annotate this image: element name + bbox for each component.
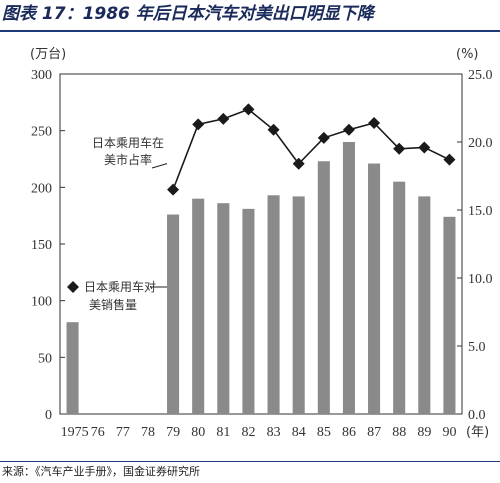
- x-tick-label: 1975: [61, 425, 89, 440]
- share-marker: [242, 103, 255, 116]
- x-tick-label: 85: [317, 425, 331, 440]
- bar: [167, 214, 180, 414]
- chart-source: 来源：《汽车产业手册》，国金证券研究所: [2, 465, 200, 478]
- x-tick-label: 83: [267, 425, 281, 440]
- left-tick-label: 300: [31, 68, 52, 83]
- x-tick-label: 78: [141, 425, 155, 440]
- left-tick-label: 100: [31, 295, 52, 310]
- bar-annotation-line1: 日本乘用车对: [84, 279, 156, 294]
- bar: [317, 161, 330, 414]
- x-tick-label: 86: [342, 425, 356, 440]
- bar: [242, 208, 255, 414]
- x-tick-label: 89: [417, 425, 431, 440]
- left-tick-label: 50: [38, 351, 52, 366]
- bar-annotation-line2: 美销售量: [89, 297, 137, 312]
- share-marker: [368, 116, 381, 129]
- share-marker: [443, 153, 456, 166]
- right-tick-label: 10.0: [468, 272, 493, 287]
- x-tick-label: 77: [116, 425, 130, 440]
- bar: [393, 181, 406, 414]
- bar: [217, 203, 230, 414]
- x-tick-label: 76: [91, 425, 105, 440]
- x-tick-label: 88: [392, 425, 406, 440]
- x-tick-label: 84: [292, 425, 306, 440]
- right-tick-label: 5.0: [468, 340, 486, 355]
- chart-title: 图表 17：1986 年后日本汽车对美出口明显下降: [2, 4, 374, 24]
- source-divider: [0, 461, 500, 462]
- share-marker: [292, 157, 305, 170]
- left-axis-unit: (万台): [30, 47, 66, 62]
- bar: [418, 196, 431, 414]
- bar: [192, 198, 205, 414]
- share-line: [172, 108, 450, 190]
- share-marker: [267, 123, 280, 136]
- left-tick-label: 200: [31, 181, 52, 196]
- x-tick-label: 87: [367, 425, 381, 440]
- share-annotation-line2: 美市占率: [104, 152, 152, 167]
- bar: [342, 142, 355, 414]
- x-tick-label: 82: [241, 425, 255, 440]
- left-tick-label: 150: [31, 238, 52, 253]
- x-tick-label: 81: [216, 425, 230, 440]
- share-marker: [217, 112, 230, 125]
- share-marker: [393, 142, 406, 155]
- x-tick-label: 79: [166, 425, 180, 440]
- bar: [443, 216, 456, 414]
- bar: [66, 322, 79, 414]
- share-annotation-leader: [151, 163, 168, 169]
- left-tick-label: 250: [31, 125, 52, 140]
- legend-diamond-icon: [67, 281, 79, 293]
- left-tick-label: 0: [45, 408, 52, 423]
- x-axis-unit: (年): [466, 425, 489, 440]
- share-marker: [418, 141, 431, 154]
- title-divider: [0, 30, 500, 32]
- x-tick-label: 90: [442, 425, 456, 440]
- right-tick-label: 0.0: [468, 408, 486, 423]
- bar-line-chart: 0 50 100 150 200 250 300 0.0 5.0 10.0 15.0 20.0 25.0…: [30, 47, 493, 440]
- right-tick-label: 20.0: [468, 136, 493, 151]
- right-tick-label: 15.0: [468, 204, 493, 219]
- right-axis-unit: (%): [456, 47, 479, 62]
- bar: [267, 195, 280, 414]
- right-tick-label: 25.0: [468, 68, 493, 83]
- share-annotation-line1: 日本乘用车在: [92, 135, 164, 150]
- share-marker: [167, 183, 180, 196]
- share-marker: [342, 123, 355, 136]
- x-tick-label: 80: [191, 425, 205, 440]
- share-marker: [317, 131, 330, 144]
- bar: [292, 196, 305, 414]
- share-marker: [192, 118, 205, 131]
- bar: [368, 163, 381, 414]
